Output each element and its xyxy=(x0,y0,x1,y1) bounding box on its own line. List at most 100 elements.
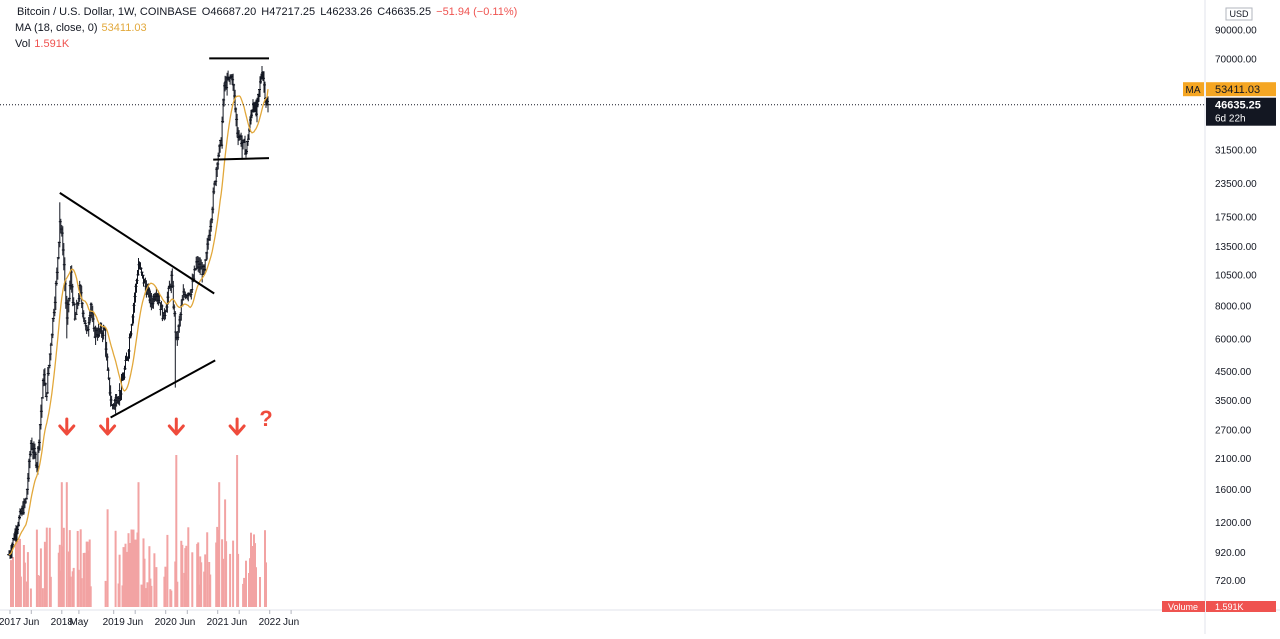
volume-bar xyxy=(49,576,52,607)
volume-bar xyxy=(68,530,71,607)
legend-open: O46687.20 xyxy=(201,6,257,18)
price-tick-label: 920.00 xyxy=(1215,548,1246,559)
volume-bar xyxy=(204,554,207,607)
legend-ma-label[interactable]: MA (18, close, 0) xyxy=(15,22,98,34)
volume-bar xyxy=(19,538,21,607)
arrow-shape xyxy=(228,417,246,436)
volume-bar xyxy=(250,532,252,607)
volume-bar xyxy=(134,539,137,607)
volume-bar xyxy=(153,553,156,607)
volume-bar xyxy=(76,531,79,607)
price-tick-label: 13500.00 xyxy=(1215,242,1257,253)
time-tick-label: 2017 xyxy=(0,617,22,628)
volume-bar xyxy=(79,529,82,607)
ma-price-badge xyxy=(1206,82,1276,97)
volume-bar xyxy=(17,540,19,607)
price-tick-label: 10500.00 xyxy=(1215,271,1257,282)
volume-bar xyxy=(232,540,235,607)
arrow-shape xyxy=(167,417,185,436)
legend-change: −51.94 (−0.11%) xyxy=(436,6,518,18)
price-tick-label: 8000.00 xyxy=(1215,302,1252,313)
down-arrow-marker xyxy=(228,417,246,436)
legend-low: L46233.26 xyxy=(320,6,373,18)
legend-vol-value: 1.591K xyxy=(34,38,70,50)
time-tick-label: Jun xyxy=(179,617,195,628)
volume-bar xyxy=(69,576,72,607)
time-tick-label: 2022 xyxy=(259,617,282,628)
legend-vol-row[interactable]: Vol 1.591K xyxy=(15,36,517,52)
question-mark: ? xyxy=(259,406,272,431)
legend-ma-row[interactable]: MA (18, close, 0) 53411.03 xyxy=(15,20,517,36)
price-tick-label: 31500.00 xyxy=(1215,145,1257,156)
ma-price-text: 53411.03 xyxy=(1215,84,1260,96)
ma-tag-bg xyxy=(1183,82,1204,97)
volume-bar xyxy=(130,529,133,607)
price-tick-label: 4500.00 xyxy=(1215,367,1252,378)
volume-bar xyxy=(222,558,225,607)
volume-bar xyxy=(83,552,86,607)
arrow-shape xyxy=(58,417,76,436)
volume-bar xyxy=(15,539,17,607)
last-price-badge xyxy=(1206,97,1276,126)
volume-bar xyxy=(229,553,232,607)
volume-bar xyxy=(181,544,184,607)
volume-bar xyxy=(23,562,26,607)
down-arrow-marker xyxy=(167,417,185,436)
plot-area[interactable] xyxy=(0,0,1205,610)
volume-bar xyxy=(245,560,247,607)
bar-countdown: 6d 22h xyxy=(1215,114,1246,125)
time-tick-label: 2021 xyxy=(207,617,230,628)
volume-bar xyxy=(175,455,178,607)
volume-bar xyxy=(72,567,75,607)
price-tick-label: 17500.00 xyxy=(1215,212,1257,223)
volume-bar xyxy=(26,552,29,607)
volume-bar xyxy=(170,590,173,607)
currency-box[interactable] xyxy=(1225,7,1253,21)
volume-bar xyxy=(137,482,140,607)
price-tick-label: 90000.00 xyxy=(1215,26,1257,37)
volume-bar xyxy=(206,532,209,607)
time-tick-label: 2019 xyxy=(103,617,126,628)
volume-bar xyxy=(187,527,190,607)
price-tick-label: 1200.00 xyxy=(1215,518,1252,529)
trendline xyxy=(213,157,270,161)
volume-bar xyxy=(60,482,63,607)
legend-vol-label[interactable]: Vol xyxy=(15,38,31,50)
price-tick-label: 720.00 xyxy=(1215,576,1246,587)
legend-ma-value: 53411.03 xyxy=(101,22,147,34)
volume-bar xyxy=(259,577,261,607)
volume-bar xyxy=(39,548,42,607)
ma-tag: MA xyxy=(1186,85,1201,96)
legend-symbol[interactable]: Bitcoin / U.S. Dollar, 1W, COINBASE xyxy=(17,6,197,18)
volume-bar xyxy=(197,542,200,607)
chart-legend: Bitcoin / U.S. Dollar, 1W, COINBASE O466… xyxy=(15,4,517,52)
volume-bar xyxy=(48,527,51,607)
volume-bar xyxy=(77,569,80,607)
legend-high: H47217.25 xyxy=(261,6,316,18)
down-arrow-marker xyxy=(99,417,117,436)
price-tick-label: 2700.00 xyxy=(1215,426,1252,437)
time-tick-label: Jun xyxy=(231,617,247,628)
price-badges: MA 53411.03 46635.25 6d 22h Volume 1.591… xyxy=(0,7,1276,612)
volume-bar xyxy=(218,482,221,607)
volume-bar xyxy=(106,509,109,607)
trendlines[interactable] xyxy=(59,57,270,419)
volume-value-badge xyxy=(1206,601,1276,612)
volume-bar xyxy=(150,585,153,607)
volume-bar xyxy=(143,558,146,607)
price-axis[interactable]: 90000.00 70000.00 31500.00 23500.00 17500.00… xyxy=(1215,26,1257,588)
volume-bar xyxy=(45,527,48,607)
volume-bar xyxy=(80,578,83,607)
currency-label[interactable]: USD xyxy=(1229,9,1249,19)
time-tick-label: Jun xyxy=(127,617,143,628)
volume-bar xyxy=(236,455,239,607)
volume-bar xyxy=(62,527,65,607)
volume-bar xyxy=(65,482,68,607)
volume-bar xyxy=(41,588,44,607)
volume-bar xyxy=(243,577,246,607)
legend-ohlc-row: Bitcoin / U.S. Dollar, 1W, COINBASE O466… xyxy=(15,4,517,20)
volume-bars xyxy=(10,455,267,607)
